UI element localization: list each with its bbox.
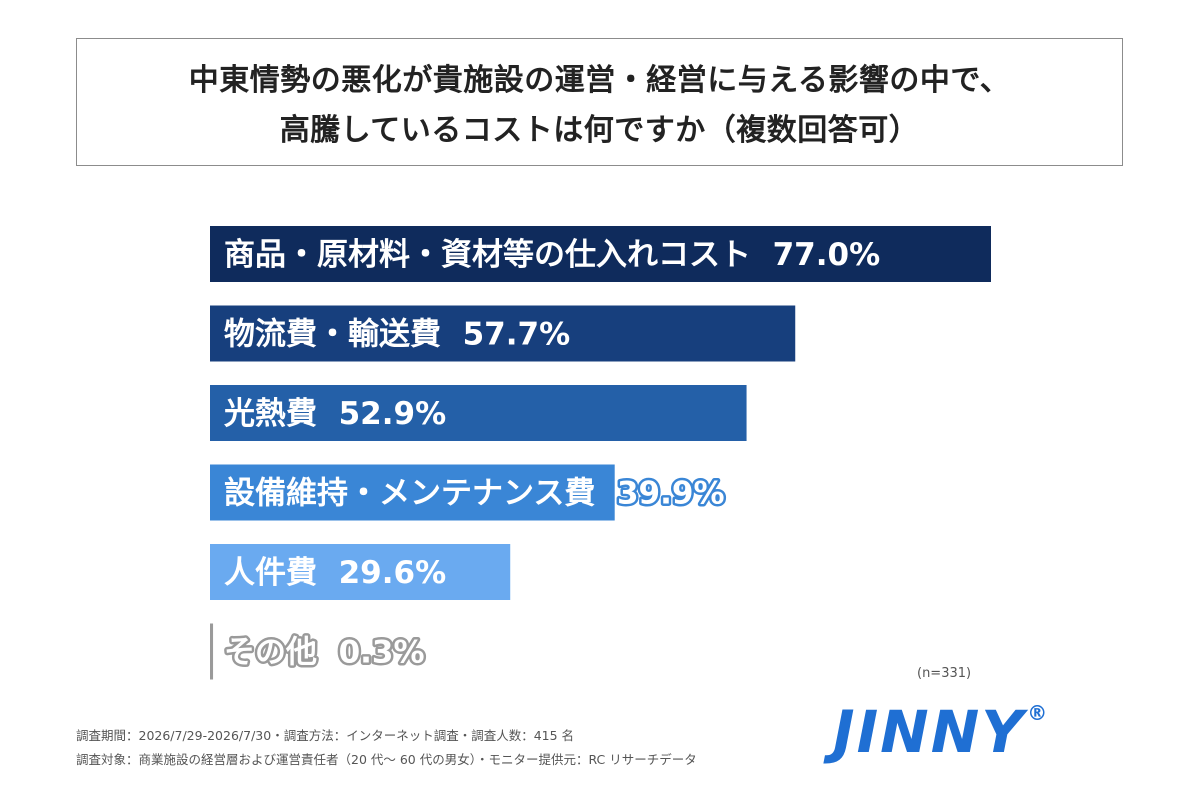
- category-label-6: その他: [224, 635, 317, 671]
- bar-3: [210, 385, 747, 441]
- category-label-5: 人件費: [224, 555, 317, 591]
- category-label-4: 設備維持・メンテナンス費: [224, 476, 595, 512]
- logo-text: JINNY: [833, 698, 1026, 766]
- value-label-2: 57.7%: [441, 317, 570, 353]
- bar-label-2: 物流費・輸送費 57.7%: [224, 317, 570, 353]
- value-label-1: 77.0%: [751, 237, 880, 273]
- sample-size-note: (n=331): [917, 666, 972, 681]
- bar-label-1: 商品・原材料・資材等の仕入れコスト 77.0%: [224, 237, 880, 273]
- bar-label-5: 人件費 29.6%: [224, 555, 446, 591]
- bar-label-4: 設備維持・メンテナンス費 39.9%: [224, 476, 725, 512]
- bar-1: [210, 226, 991, 282]
- category-label-3: 光熱費: [224, 396, 317, 432]
- survey-period-footnote: 調査期間：2026/7/29-2026/7/30・調査方法：インターネット調査・…: [76, 728, 575, 743]
- survey-target-footnote: 調査対象：商業施設の経営層および運営責任者（20 代〜 60 代の男女）・モニタ…: [76, 752, 697, 767]
- value-label-5: 29.6%: [317, 555, 446, 591]
- value-label-6: 0.3%: [317, 635, 425, 671]
- chart-title-box: 中東情勢の悪化が貴施設の運営・経営に与える影響の中で、 高騰しているコストは何で…: [76, 38, 1123, 166]
- value-label-3: 52.9%: [317, 396, 446, 432]
- jinny-logo: JINNY ®: [833, 703, 1049, 761]
- registered-mark: ®: [1027, 701, 1050, 725]
- chart-title-line-1: 中東情勢の悪化が貴施設の運営・経営に与える影響の中で、: [188, 63, 1011, 98]
- bar-5: [210, 544, 511, 600]
- bar-label-6: その他 0.3%: [224, 635, 425, 671]
- chart-title-line-2: 高騰しているコストは何ですか（複数回答可）: [279, 113, 920, 148]
- category-label-1: 商品・原材料・資材等の仕入れコスト: [224, 237, 751, 273]
- bar-4: [210, 464, 615, 521]
- bar-2: [210, 305, 796, 362]
- category-label-2: 物流費・輸送費: [224, 317, 441, 353]
- value-label-4: 39.9%: [595, 476, 724, 512]
- bar-label-3: 光熱費 52.9%: [224, 396, 446, 432]
- bar-6: [210, 623, 214, 680]
